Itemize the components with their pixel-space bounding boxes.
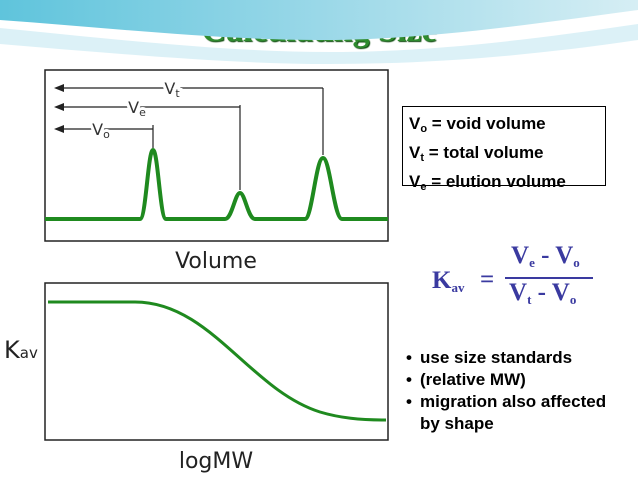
vo-sub: o bbox=[103, 128, 110, 141]
vo-label: V bbox=[92, 120, 103, 139]
kav-curve bbox=[48, 300, 387, 422]
top-x-axis-label: Volume bbox=[175, 249, 257, 274]
definitions-box: Vo = void volume Vt = total volume Ve = … bbox=[402, 106, 606, 193]
elution-curve bbox=[45, 147, 388, 221]
bullet-list: use size standards (relative MW) migrati… bbox=[406, 347, 630, 435]
vt-sub: t bbox=[175, 87, 180, 100]
bottom-x-axis-label: logMW bbox=[179, 449, 254, 474]
bottom-y-axis-sub: av bbox=[20, 344, 38, 362]
header-wave-decoration bbox=[0, 0, 638, 64]
vt-arrow bbox=[54, 84, 323, 92]
ve-sub: e bbox=[139, 106, 146, 119]
bullet-item: migration also affected by shape bbox=[406, 391, 630, 435]
formula-equals: = bbox=[480, 266, 495, 293]
bullet-item: (relative MW) bbox=[406, 369, 630, 391]
vt-label: V bbox=[164, 79, 175, 98]
top-plot-frame bbox=[44, 69, 389, 242]
definition-vt: Vt = total volume bbox=[409, 143, 544, 164]
svg-text:Ve: Ve bbox=[128, 98, 146, 119]
bullet-item: use size standards bbox=[406, 347, 630, 369]
formula-lhs: Kav bbox=[432, 267, 465, 295]
top-plot: Vt Ve Vo Volume bbox=[44, 69, 389, 274]
ve-label: V bbox=[128, 98, 139, 117]
ve-arrow bbox=[54, 103, 240, 111]
svg-text:Vt: Vt bbox=[164, 79, 180, 100]
definition-vo: Vo = void volume bbox=[409, 114, 546, 135]
bottom-plot: Kav logMW bbox=[4, 282, 389, 474]
bottom-y-axis-label: K bbox=[4, 336, 21, 364]
formula-fraction-bar bbox=[505, 277, 593, 279]
definition-ve: Ve = elution volume bbox=[409, 172, 566, 193]
formula-denominator: Vt - Vo bbox=[509, 279, 577, 307]
svg-text:Kav: Kav bbox=[4, 336, 38, 364]
formula-numerator: Ve - Vo bbox=[511, 242, 580, 270]
vo-arrow bbox=[54, 125, 153, 133]
